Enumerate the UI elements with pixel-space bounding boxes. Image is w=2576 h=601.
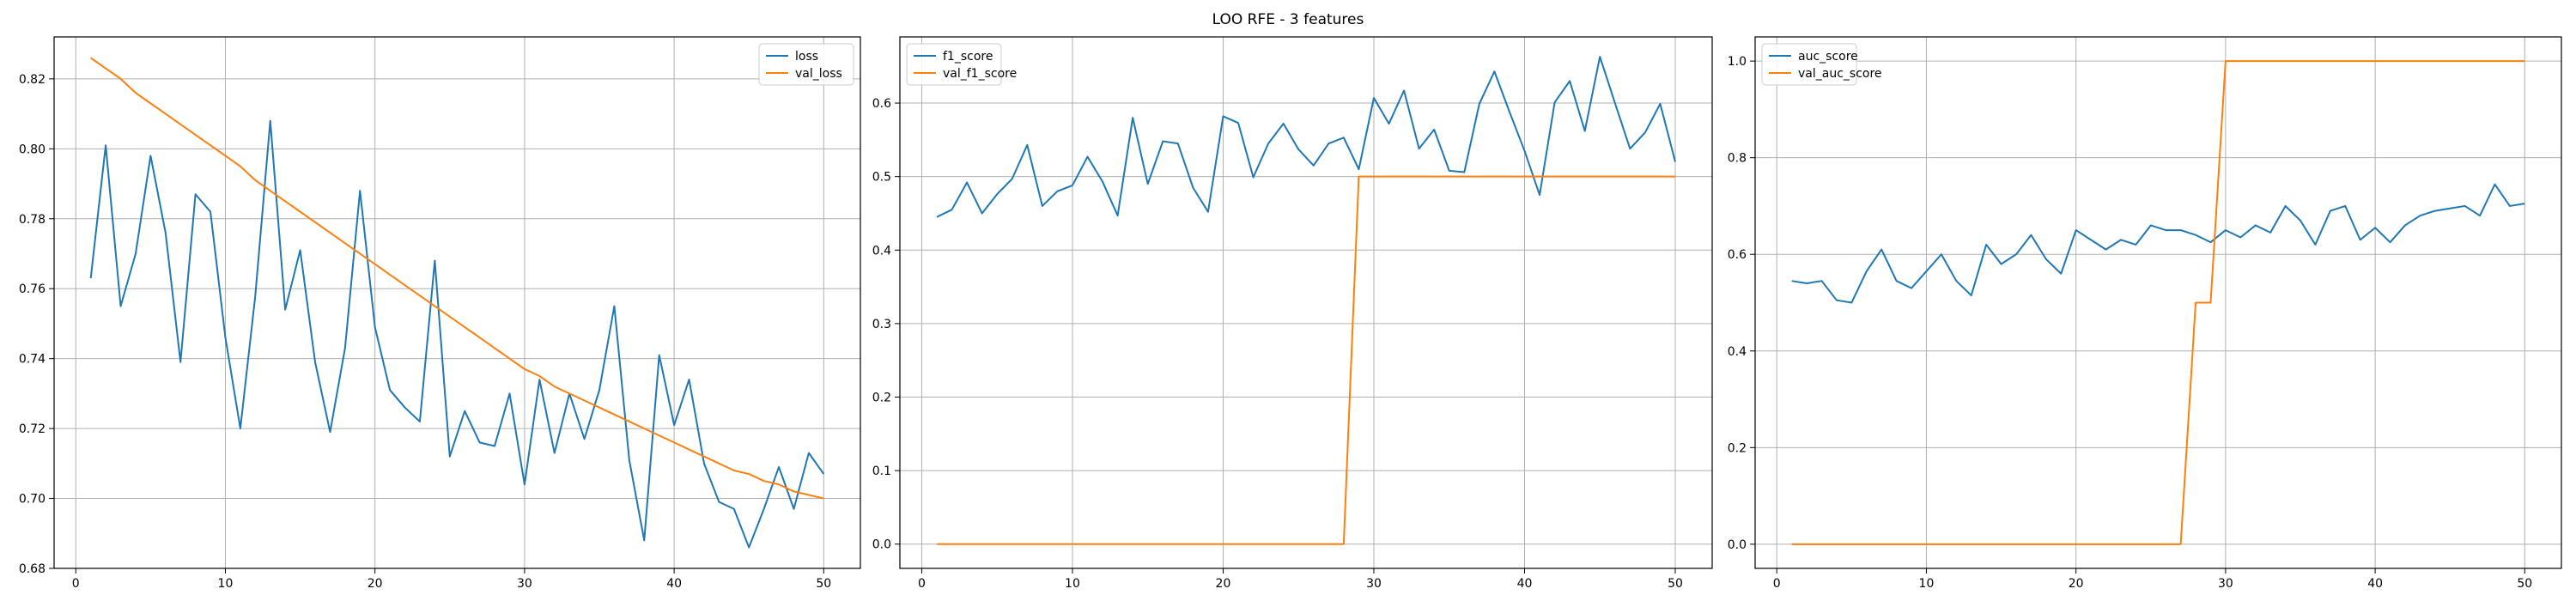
x-tick-label: 0 [918, 577, 926, 591]
series-line-val-auc-score [1791, 60, 2525, 545]
axes-frame [1754, 36, 2562, 569]
legend-box [758, 43, 854, 86]
x-tick-label: 40 [666, 577, 682, 591]
x-tick-label: 20 [2069, 577, 2084, 591]
y-tick-label: 0.4 [872, 244, 891, 258]
legend: f1_score val_f1_score [906, 43, 1017, 86]
y-tick-label: 0.4 [1728, 345, 1747, 359]
y-tick-label: 1.0 [1728, 55, 1747, 69]
x-tick-label: 10 [218, 577, 234, 591]
subplot-auc-score: 0 10 20 30 40 50 0.0 0.2 0.4 0.6 0.8 1.0 auc_scoreva… [1728, 36, 2562, 591]
legend-box [1761, 43, 1857, 86]
figure-title: LOO RFE - 3 features [1212, 11, 1364, 28]
y-tick-label: 0.5 [872, 171, 891, 185]
x-tick-label: 10 [1065, 577, 1080, 591]
axes-frame [899, 36, 1713, 569]
series-line-val-f1-score [937, 175, 1675, 545]
y-tick-label: 0.76 [19, 282, 46, 296]
legend: auc_score val_auc_score [1761, 43, 1882, 86]
legend-label: loss [795, 50, 818, 64]
x-tick-label: 30 [1366, 577, 1382, 591]
legend-label: val_loss [795, 67, 842, 81]
x-tick-label: 20 [1216, 577, 1231, 591]
y-tick-label: 0.82 [19, 73, 46, 87]
x-tick-label: 50 [1668, 577, 1683, 591]
y-tick-label: 0.74 [19, 353, 46, 367]
y-tick-label: 0.6 [1728, 248, 1747, 262]
x-tick-label: 40 [1517, 577, 1533, 591]
x-tick-label: 50 [816, 577, 831, 591]
series-line-val-loss [90, 57, 824, 500]
series-line-loss [89, 119, 825, 549]
series-line-auc-score [1791, 183, 2525, 304]
y-tick-label: 0.0 [872, 538, 891, 552]
x-tick-label: 30 [2218, 577, 2233, 591]
x-tick-label: 30 [517, 577, 532, 591]
subplot-loss: 0 10 20 30 40 50 0.68 0.70 0.72 0.74 0.76 0.78 0.80 0… [19, 36, 861, 591]
y-tick-label: 0.70 [19, 493, 46, 507]
y-tick-label: 0.2 [872, 392, 891, 405]
x-tick-label: 20 [368, 577, 383, 591]
y-tick-label: 0.2 [1728, 441, 1747, 455]
y-tick-label: 0.8 [1728, 152, 1747, 166]
x-tick-label: 40 [2367, 577, 2383, 591]
legend: loss val_loss [758, 43, 854, 86]
series-line-f1-score [936, 56, 1676, 218]
legend-label: f1_score [943, 50, 993, 64]
legend-box [906, 43, 1002, 86]
x-tick-label: 0 [1773, 577, 1781, 591]
x-tick-label: 0 [72, 577, 80, 591]
x-tick-label: 10 [1919, 577, 1935, 591]
y-tick-label: 0.1 [872, 464, 891, 478]
y-tick-label: 0.80 [19, 143, 46, 156]
y-tick-label: 0.6 [872, 97, 891, 111]
axes-frame [53, 36, 861, 569]
legend-label: auc_score [1798, 50, 1858, 64]
legend-label: val_f1_score [943, 67, 1017, 81]
legend-label: val_auc_score [1798, 67, 1882, 81]
y-tick-label: 0.0 [1728, 538, 1747, 552]
x-tick-label: 50 [2517, 577, 2532, 591]
subplot-f1-score: 0 10 20 30 40 50 0.0 0.1 0.2 0.3 0.4 0.5 0.6 f1_score… [872, 36, 1713, 591]
y-tick-label: 0.72 [19, 422, 46, 436]
y-tick-label: 0.78 [19, 213, 46, 227]
y-tick-label: 0.3 [872, 318, 891, 331]
y-tick-label: 0.68 [19, 562, 46, 576]
